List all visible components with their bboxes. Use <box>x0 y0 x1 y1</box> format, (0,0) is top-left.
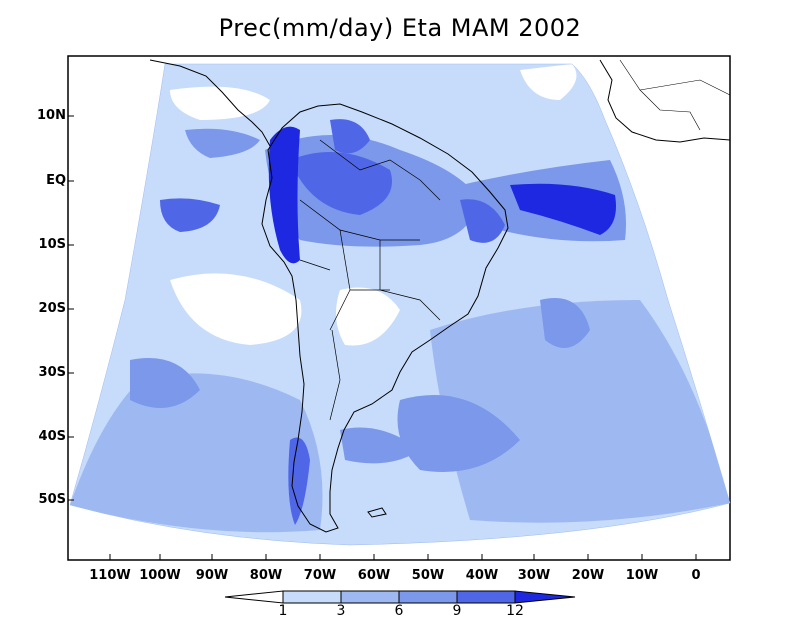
colorbar-segment-3-6 <box>340 590 400 604</box>
central-america-coastline <box>149 59 271 147</box>
lon-label-50w: 50W <box>411 568 445 583</box>
colorbar-segment-9-12 <box>456 590 516 604</box>
lat-label-10n: 10N <box>37 108 66 123</box>
lat-label-50s: 50S <box>38 492 66 507</box>
lon-label-90w: 90W <box>195 568 229 583</box>
colorbar-low-arrow <box>224 590 284 604</box>
lon-label-30w: 30W <box>517 568 551 583</box>
x-axis-ticks <box>109 554 697 560</box>
lon-label-40w: 40W <box>465 568 499 583</box>
country-borders <box>299 139 441 421</box>
colorbar-label-3: 3 <box>336 603 346 619</box>
lat-label-40s: 40S <box>38 429 66 444</box>
africa-borders <box>619 59 731 131</box>
precip-field <box>70 64 730 545</box>
colorbar-segment-1-3 <box>282 590 342 604</box>
lat-label-30s: 30S <box>38 365 66 380</box>
y-axis-ticks <box>68 115 74 501</box>
colorbar-label-6: 6 <box>394 603 404 619</box>
lon-label-100w: 100W <box>139 568 181 583</box>
lon-label-0: 0 <box>691 568 701 583</box>
south-america-coastline <box>261 103 509 533</box>
colorbar-label-12: 12 <box>506 603 524 619</box>
lon-label-60w: 60W <box>357 568 391 583</box>
africa-coastline <box>599 59 731 143</box>
lon-label-80w: 80W <box>249 568 283 583</box>
lat-label-20s: 20S <box>38 301 66 316</box>
colorbar-segment-6-9 <box>398 590 458 604</box>
lon-label-20w: 20W <box>571 568 605 583</box>
colorbar-label-9: 9 <box>452 603 462 619</box>
falkland-islands <box>367 507 387 518</box>
colorbar-label-1: 1 <box>278 603 288 619</box>
lon-label-10w: 10W <box>625 568 659 583</box>
colorbar <box>224 590 576 604</box>
lon-label-110w: 110W <box>89 568 131 583</box>
lon-label-70w: 70W <box>303 568 337 583</box>
map-title: Prec(mm/day) Eta MAM 2002 <box>218 14 582 42</box>
colorbar-high-arrow <box>514 590 576 604</box>
domain-boundary <box>69 63 731 546</box>
lat-label-10s: 10S <box>38 237 66 252</box>
lat-label-eq: EQ <box>46 173 66 188</box>
